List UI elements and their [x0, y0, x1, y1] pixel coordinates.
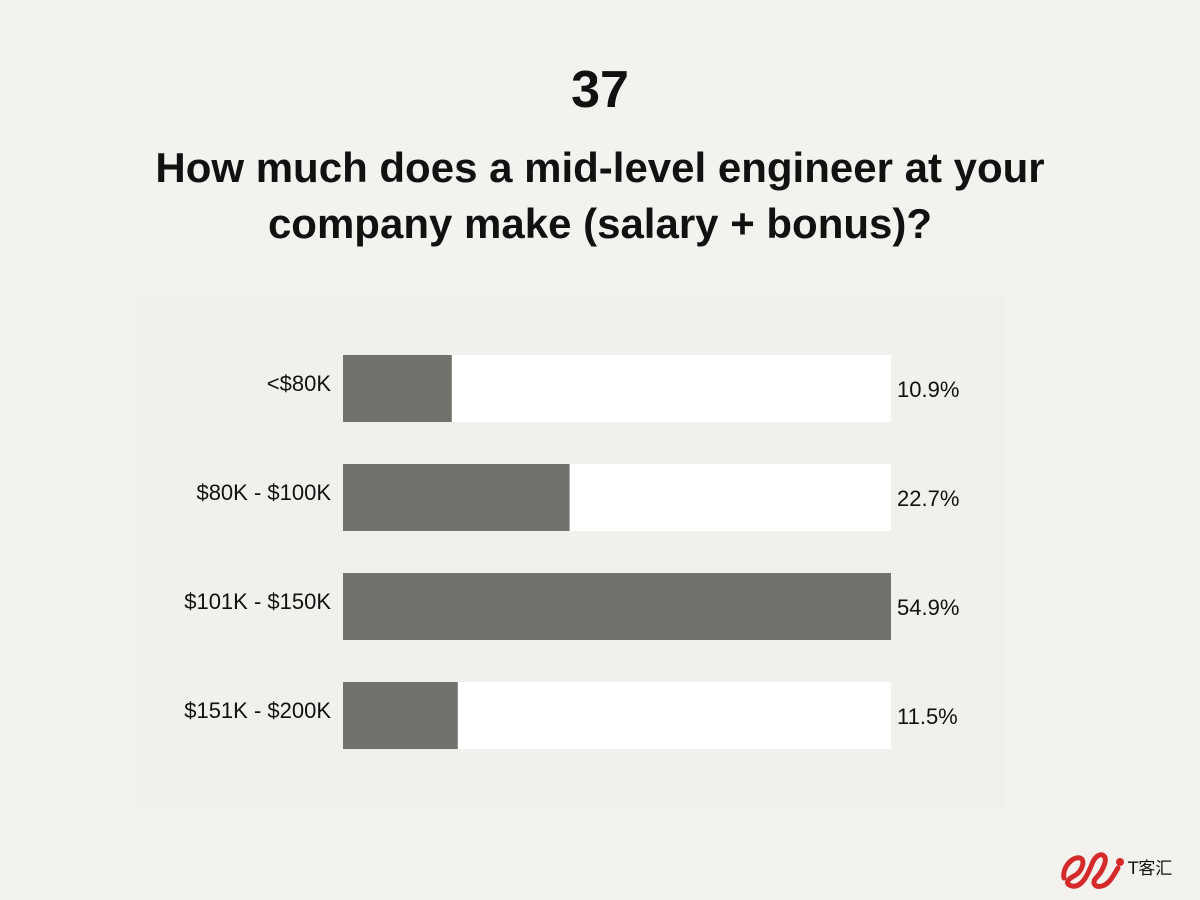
bar [343, 682, 458, 749]
chart-question: How much does a mid-level engineer at yo… [155, 144, 1045, 247]
category-label: $101K - $150K [184, 589, 331, 614]
watermark-text: T客汇 [1128, 859, 1173, 879]
bar [343, 573, 891, 640]
bar-chart: <$80K 10.9% $80K - $100K 22.7% $101K - $150K… [184, 355, 959, 749]
category-label: <$80K [267, 371, 332, 396]
category-label: $80K - $100K [196, 480, 331, 505]
value-label: 54.9% [897, 595, 959, 620]
watermark-logo-icon [1061, 852, 1124, 889]
chart-panel: <$80K 10.9% $80K - $100K 22.7% $101K - $150K… [135, 296, 1005, 808]
watermark: T客汇 [1058, 838, 1188, 894]
value-label: 10.9% [897, 377, 959, 402]
slide-number: 37 [571, 61, 629, 119]
value-label: 22.7% [897, 486, 959, 511]
bar [343, 464, 570, 531]
category-label: $151K - $200K [184, 698, 331, 723]
value-label: 11.5% [897, 704, 958, 729]
bar [343, 355, 452, 422]
